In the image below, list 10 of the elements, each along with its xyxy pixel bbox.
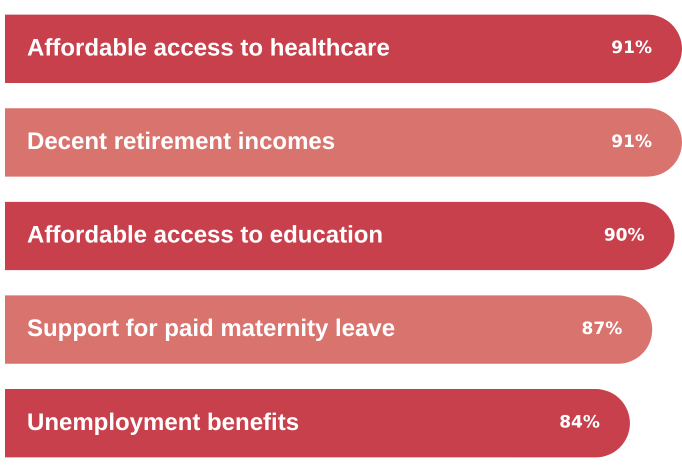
data-label: 91% bbox=[611, 132, 652, 152]
data-label: 87% bbox=[582, 319, 622, 340]
y-tick-label: Decent retirement incomes bbox=[27, 128, 336, 156]
y-tick-label: Support for paid maternity leave bbox=[27, 315, 396, 342]
y-tick-label: Unemployment benefits bbox=[27, 408, 300, 436]
y-tick-label: Affordable access to healthcare bbox=[27, 34, 390, 62]
data-label: 91% bbox=[611, 38, 652, 58]
data-label: 84% bbox=[559, 412, 600, 433]
y-tick-label: Affordable access to education bbox=[27, 222, 384, 249]
data-label: 90% bbox=[604, 225, 645, 246]
